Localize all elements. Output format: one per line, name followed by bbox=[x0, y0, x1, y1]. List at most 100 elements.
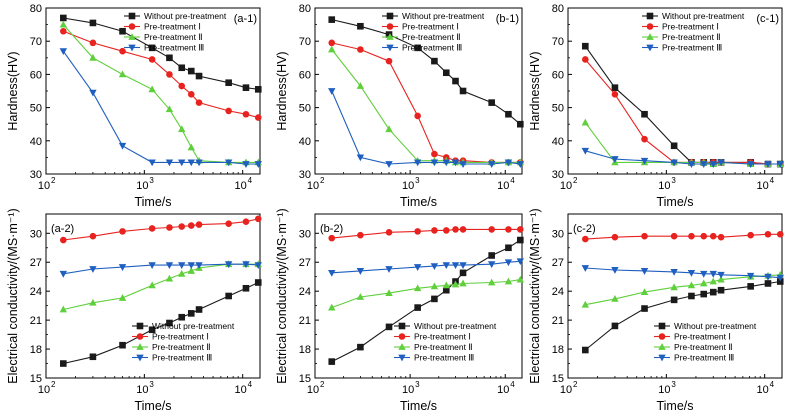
y-tick-label: 60 bbox=[552, 69, 564, 81]
data-point bbox=[764, 230, 772, 238]
data-point bbox=[688, 232, 695, 240]
data-point bbox=[328, 303, 336, 311]
data-point bbox=[148, 44, 156, 52]
legend-marker bbox=[128, 33, 136, 40]
data-point bbox=[89, 89, 97, 97]
data-point bbox=[242, 284, 250, 292]
data-point bbox=[254, 86, 262, 93]
panel-label: (c-2) bbox=[573, 223, 596, 235]
x-axis-title: Time/s bbox=[400, 195, 437, 209]
data-point bbox=[670, 232, 678, 240]
data-point bbox=[700, 161, 708, 168]
y-tick-label: 21 bbox=[299, 315, 311, 327]
x-tick-label: 10 bbox=[402, 180, 414, 192]
data-point bbox=[118, 142, 127, 150]
data-point bbox=[431, 227, 438, 234]
data-point bbox=[328, 234, 336, 242]
data-point bbox=[118, 294, 127, 301]
legend-entry: Pre-treatment Ⅰ bbox=[642, 22, 719, 32]
x-tick-exponent: 3 bbox=[149, 176, 154, 185]
data-point bbox=[254, 262, 262, 270]
data-point bbox=[611, 267, 619, 274]
data-point bbox=[487, 161, 496, 168]
data-point bbox=[670, 296, 678, 304]
y-tick-label: 30 bbox=[30, 228, 42, 240]
legend-marker bbox=[136, 322, 144, 330]
data-point bbox=[451, 262, 460, 270]
legend-entry: Pre-treatment Ⅱ bbox=[394, 342, 473, 352]
x-tick-label: 10 bbox=[497, 384, 509, 396]
data-point bbox=[430, 263, 439, 270]
data-point bbox=[764, 280, 772, 287]
data-point bbox=[582, 235, 589, 243]
legend-label: Without pre-treatment bbox=[662, 11, 745, 21]
data-point bbox=[611, 91, 619, 98]
series-without-pre-treatment bbox=[582, 42, 784, 168]
data-point bbox=[225, 79, 232, 86]
legend-entry: Pre-treatment Ⅰ bbox=[124, 22, 201, 32]
panel-label: (b-2) bbox=[320, 223, 343, 235]
data-point bbox=[442, 69, 450, 77]
data-point bbox=[670, 283, 678, 291]
data-point bbox=[746, 272, 755, 280]
legend-label: Pre-treatment Ⅲ bbox=[152, 353, 212, 363]
data-point bbox=[254, 161, 262, 168]
legend-label: Pre-treatment Ⅱ bbox=[152, 342, 211, 352]
legend-marker bbox=[646, 33, 654, 40]
legend-entry: Pre-treatment Ⅰ bbox=[382, 22, 459, 32]
data-point bbox=[60, 360, 67, 367]
series-pre-treatment-ⅱ bbox=[59, 260, 262, 313]
data-point bbox=[747, 231, 754, 239]
legend-label: Without pre-treatment bbox=[152, 321, 235, 331]
y-tick-label: 80 bbox=[299, 3, 311, 15]
series-pre-treatment-ⅲ bbox=[328, 88, 525, 168]
data-point bbox=[641, 305, 648, 312]
data-point bbox=[328, 39, 336, 47]
x-tick-exponent: 3 bbox=[671, 380, 676, 389]
x-axis-title: Time/s bbox=[656, 195, 693, 209]
data-point bbox=[385, 323, 393, 331]
y-tick-label: 50 bbox=[299, 103, 311, 115]
y-tick-label: 30 bbox=[30, 169, 42, 181]
data-point bbox=[442, 286, 450, 294]
x-tick-label: 10 bbox=[757, 384, 769, 396]
x-tick-label: 10 bbox=[235, 180, 247, 192]
y-axis-title: Hardness(HV) bbox=[6, 51, 20, 130]
data-point bbox=[356, 268, 365, 275]
legend-label: Pre-treatment Ⅰ bbox=[144, 22, 201, 32]
legend-entry: Pre-treatment Ⅲ bbox=[382, 43, 462, 53]
x-tick-label: 10 bbox=[402, 384, 414, 396]
data-point bbox=[414, 228, 421, 235]
legend-marker bbox=[136, 343, 144, 350]
legend-entry: Pre-treatment Ⅱ bbox=[642, 32, 721, 42]
legend-entry: Without pre-treatment bbox=[394, 321, 497, 331]
data-point bbox=[178, 64, 186, 72]
x-tick-label: 10 bbox=[38, 384, 50, 396]
data-point bbox=[178, 82, 186, 90]
y-tick-label: 24 bbox=[552, 286, 564, 298]
legend-label: Pre-treatment Ⅰ bbox=[414, 332, 471, 342]
data-point bbox=[709, 288, 717, 296]
data-point bbox=[328, 88, 336, 95]
data-point bbox=[357, 22, 364, 30]
data-point bbox=[242, 161, 250, 168]
legend-label: Pre-treatment Ⅰ bbox=[674, 332, 731, 342]
data-point bbox=[582, 346, 589, 354]
x-tick-exponent: 4 bbox=[770, 176, 775, 185]
data-point bbox=[59, 20, 68, 28]
data-point bbox=[459, 262, 467, 270]
data-point bbox=[89, 19, 97, 27]
data-point bbox=[118, 264, 127, 271]
data-point bbox=[709, 232, 717, 240]
y-tick-label: 18 bbox=[30, 344, 42, 356]
x-axis-title: Time/s bbox=[400, 399, 437, 413]
data-point bbox=[414, 304, 421, 311]
legend-marker bbox=[658, 333, 666, 340]
legend-marker bbox=[646, 12, 654, 20]
series-pre-treatment-ⅲ bbox=[581, 147, 784, 168]
data-point bbox=[413, 264, 422, 271]
panel-label: (a-1) bbox=[234, 13, 257, 25]
data-point bbox=[670, 142, 678, 150]
y-tick-label: 15 bbox=[30, 373, 42, 385]
data-point bbox=[60, 27, 67, 35]
